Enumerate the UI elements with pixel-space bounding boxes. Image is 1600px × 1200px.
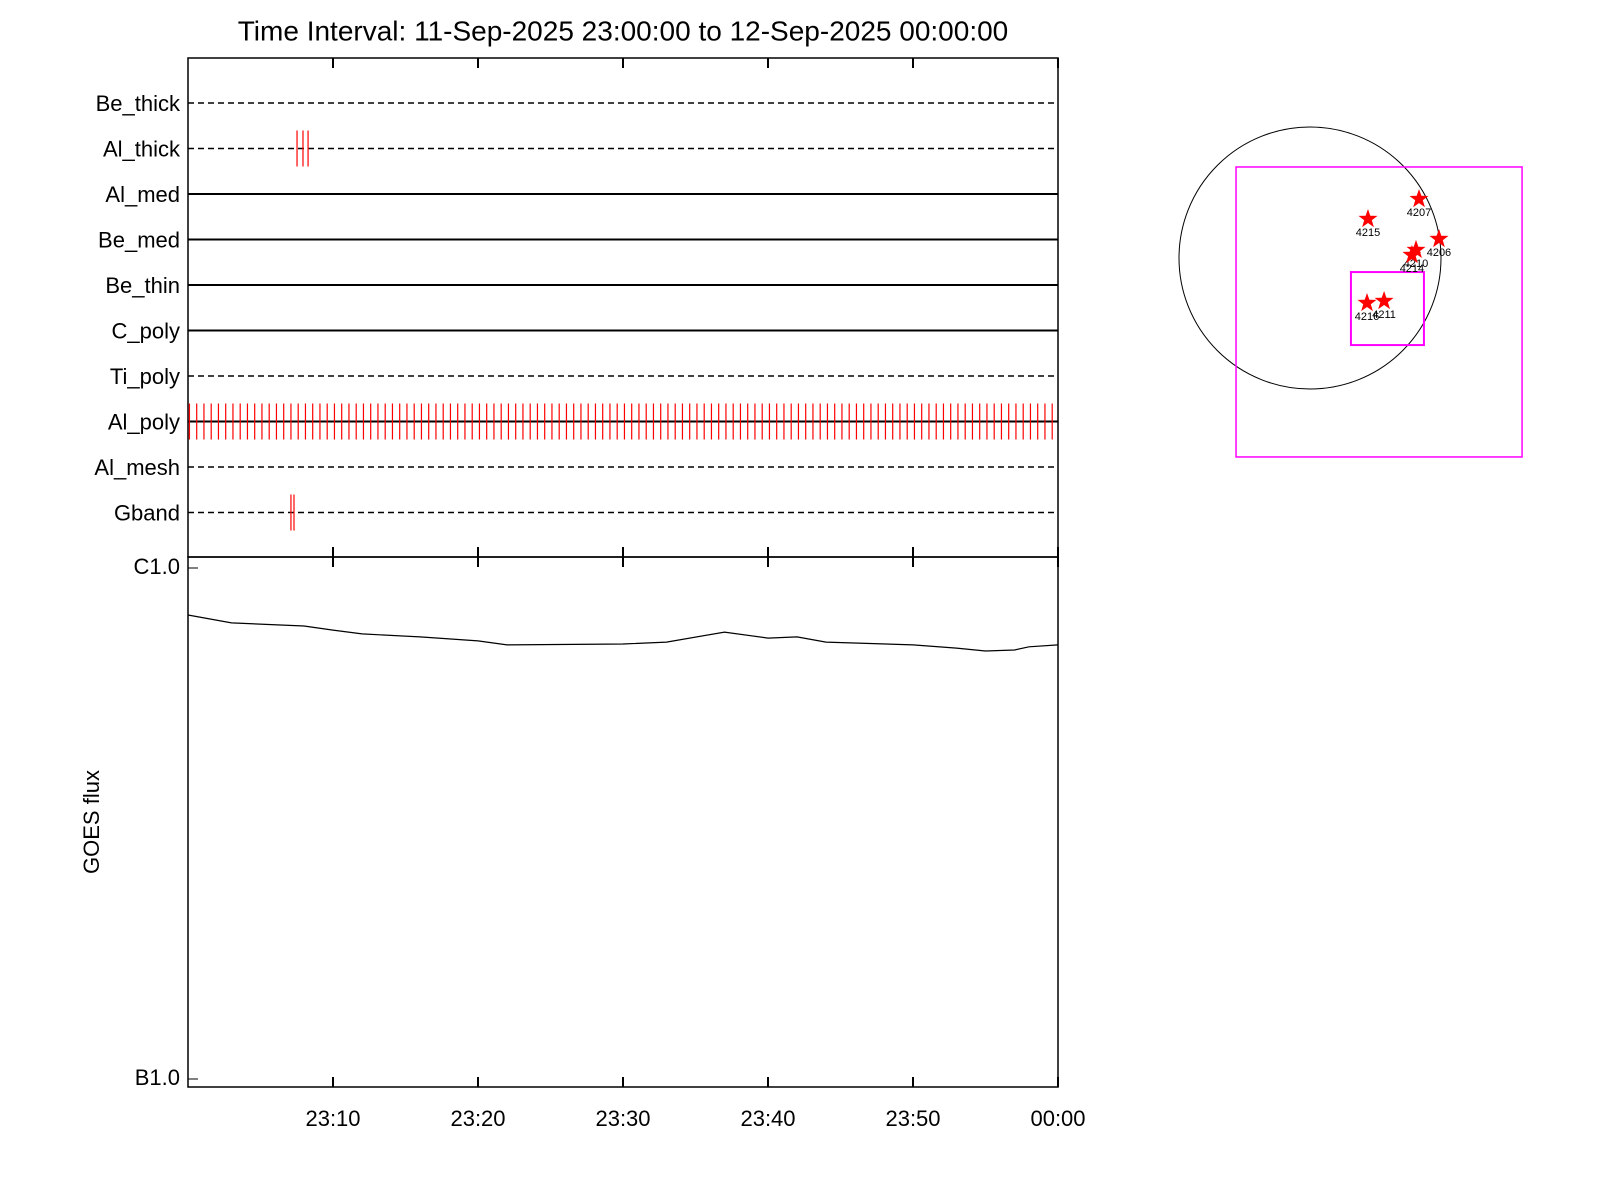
active-region (1374, 291, 1394, 310)
region-label: 4206 (1427, 247, 1451, 259)
filter-label: Ti_poly (110, 364, 180, 389)
active-region (1358, 209, 1378, 228)
active-region (1409, 189, 1429, 208)
x-tick-label: 23:40 (740, 1106, 795, 1131)
y-tick-label: C1.0 (134, 554, 180, 579)
filter-label: Al_poly (108, 409, 180, 434)
y-tick-label: B1.0 (135, 1065, 180, 1090)
y-axis-label: GOES flux (79, 770, 104, 874)
filter-label: Be_thick (96, 91, 181, 116)
region-label: 4215 (1356, 227, 1380, 239)
goes-curve (187, 614, 1059, 652)
x-tick-label: 00:00 (1030, 1106, 1085, 1131)
x-tick-label: 23:20 (450, 1106, 505, 1131)
filter-label: C_poly (112, 318, 180, 343)
filter-label: Gband (114, 500, 180, 525)
active-region (1402, 245, 1422, 264)
fov-box (1349, 271, 1425, 347)
x-tick-label: 23:50 (885, 1106, 940, 1131)
active-region (1357, 293, 1377, 312)
active-region (1429, 229, 1449, 248)
fov-box (1235, 166, 1523, 458)
x-tick-label: 23:10 (305, 1106, 360, 1131)
filter-label: Al_med (105, 182, 180, 207)
filter-label: Be_thin (105, 273, 180, 298)
region-label: 4216 (1355, 311, 1379, 323)
region-label: 4210 (1404, 258, 1428, 270)
chart-title: Time Interval: 11-Sep-2025 23:00:00 to 1… (238, 15, 1009, 46)
region-label: 4207 (1407, 207, 1431, 219)
region-label: 4211 (1372, 309, 1396, 321)
filter-label: Al_thick (103, 136, 181, 161)
region-label: 4214 (1400, 263, 1424, 275)
active-region (1406, 239, 1426, 258)
x-tick-label: 23:30 (595, 1106, 650, 1131)
filter-label: Al_mesh (94, 455, 180, 480)
filter-label: Be_med (98, 227, 180, 252)
solar-limb (1178, 126, 1442, 390)
